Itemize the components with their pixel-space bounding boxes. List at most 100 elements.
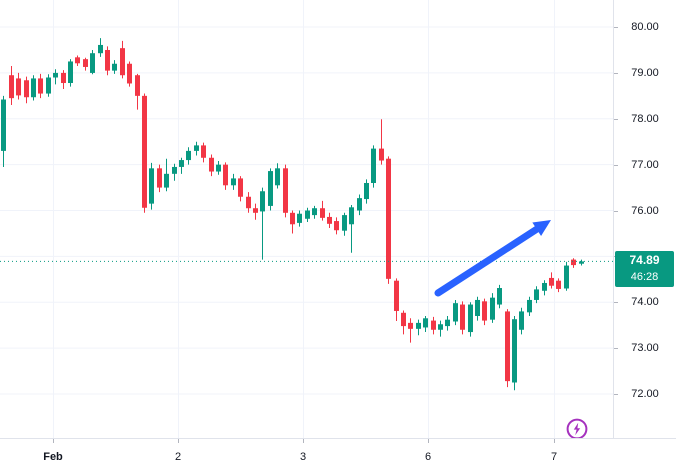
candle-body bbox=[549, 277, 554, 286]
chart-canvas[interactable] bbox=[0, 0, 613, 438]
candle-body bbox=[238, 178, 243, 197]
candle-body bbox=[342, 215, 347, 231]
candle-body bbox=[38, 78, 43, 94]
candle-body bbox=[75, 57, 80, 64]
candle-body bbox=[556, 280, 561, 289]
price-tick-mark bbox=[614, 210, 618, 212]
candle-body bbox=[416, 322, 421, 329]
candle-body bbox=[527, 299, 532, 313]
candle-body bbox=[364, 182, 369, 200]
candle-body bbox=[216, 164, 221, 172]
candle-body bbox=[453, 303, 458, 322]
candle-body bbox=[98, 44, 103, 54]
candle-body bbox=[490, 297, 495, 320]
candle-body bbox=[283, 168, 288, 213]
time-tick-mark bbox=[178, 439, 179, 443]
candle-body bbox=[157, 168, 162, 188]
candle-body bbox=[209, 157, 214, 172]
candle-body bbox=[120, 48, 125, 76]
candle-body bbox=[127, 63, 132, 84]
candle-body bbox=[260, 191, 265, 212]
candle-body bbox=[112, 63, 117, 71]
candle-body bbox=[349, 207, 354, 225]
candle-body bbox=[290, 212, 295, 225]
price-tick-mark bbox=[614, 302, 618, 304]
candle-body bbox=[475, 299, 480, 317]
time-tick-mark bbox=[428, 439, 429, 443]
candle-body bbox=[275, 168, 280, 186]
candle-body bbox=[468, 304, 473, 333]
candle-body bbox=[327, 216, 332, 224]
candle-body bbox=[460, 304, 465, 330]
price-tick-mark bbox=[614, 164, 618, 166]
candle-body bbox=[320, 208, 325, 218]
time-axis[interactable]: Feb 2 3 6 7 bbox=[0, 438, 676, 472]
candle-body bbox=[394, 280, 399, 311]
price-badge: 74.89 46:28 bbox=[615, 251, 674, 288]
candle-body bbox=[305, 210, 310, 219]
candle-body bbox=[61, 72, 66, 84]
candle-body bbox=[194, 145, 199, 151]
candle-body bbox=[164, 173, 169, 188]
candle-body bbox=[83, 59, 88, 67]
candle-body bbox=[482, 301, 487, 321]
candle-body bbox=[297, 213, 302, 223]
candle-body bbox=[431, 320, 436, 330]
candle-body bbox=[512, 319, 517, 383]
trend-arrow[interactable] bbox=[434, 220, 551, 297]
candle-body bbox=[379, 148, 384, 161]
flash-button[interactable] bbox=[566, 418, 588, 440]
candle-body bbox=[497, 288, 502, 305]
candle-body bbox=[386, 158, 391, 279]
candle-body bbox=[223, 164, 228, 186]
candle-body bbox=[1, 99, 6, 151]
candle-body bbox=[401, 312, 406, 327]
time-tick-label: 2 bbox=[174, 451, 182, 463]
candle-body bbox=[179, 160, 184, 167]
price-tick-label: 78.00 bbox=[631, 112, 659, 125]
candle-body bbox=[371, 148, 376, 183]
candle-body bbox=[542, 282, 547, 291]
price-tick-label: 72.00 bbox=[631, 387, 659, 400]
candlestick-chart[interactable] bbox=[0, 0, 613, 438]
candle-body bbox=[438, 324, 443, 330]
candle-body bbox=[105, 49, 110, 71]
candle-body bbox=[505, 311, 510, 382]
candle-body bbox=[519, 311, 524, 330]
price-tick-label: 74.00 bbox=[631, 296, 659, 309]
candle-body bbox=[579, 261, 584, 264]
bar-countdown: 46:28 bbox=[630, 271, 659, 284]
price-axis[interactable]: 74.89 46:28 80.0079.0078.0077.0076.0075.… bbox=[613, 0, 676, 438]
price-tick-label: 79.00 bbox=[631, 66, 659, 79]
candle-body bbox=[46, 77, 51, 94]
candle-body bbox=[201, 145, 206, 158]
candle-body bbox=[231, 178, 236, 186]
candle-body bbox=[534, 289, 539, 300]
price-tick-mark bbox=[614, 393, 618, 395]
candle-body bbox=[31, 78, 36, 98]
price-tick-mark bbox=[614, 27, 618, 29]
candle-body bbox=[9, 75, 14, 99]
candle-body bbox=[423, 318, 428, 328]
candle-body bbox=[246, 196, 251, 209]
price-tick-label: 73.00 bbox=[631, 342, 659, 355]
candle-body bbox=[312, 208, 317, 216]
candle-body bbox=[253, 208, 258, 213]
price-tick-label: 77.00 bbox=[631, 158, 659, 171]
candle-body bbox=[142, 95, 147, 208]
candles-series bbox=[1, 38, 584, 391]
candle-body bbox=[68, 61, 73, 84]
time-tick-mark bbox=[303, 439, 304, 443]
candle-body bbox=[172, 166, 177, 174]
candle-body bbox=[408, 322, 413, 329]
price-tick-label: 76.00 bbox=[631, 204, 659, 217]
candle-body bbox=[24, 80, 29, 98]
time-tick-label: Feb bbox=[43, 451, 63, 463]
last-price-value: 74.89 bbox=[629, 253, 660, 268]
time-tick-mark bbox=[53, 439, 54, 443]
time-tick-label: 3 bbox=[299, 451, 307, 463]
candle-body bbox=[186, 150, 191, 161]
candle-body bbox=[90, 53, 95, 73]
candle-body bbox=[445, 319, 450, 327]
